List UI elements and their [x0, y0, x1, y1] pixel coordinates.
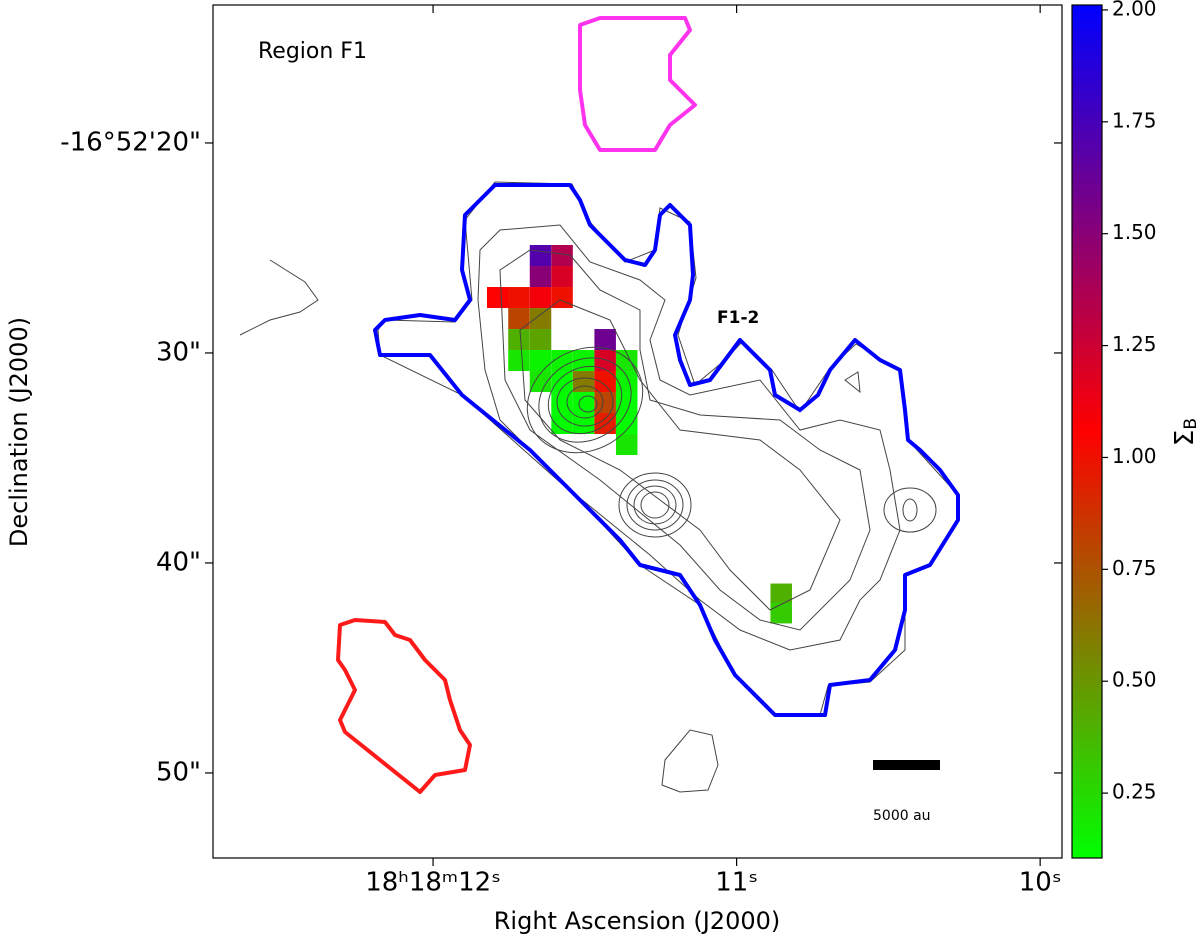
pixel-layer — [486, 245, 792, 624]
pixel — [594, 371, 616, 393]
pixel — [615, 371, 638, 393]
pixel — [572, 392, 595, 414]
colorbar-tick-label: 1.50 — [1112, 220, 1157, 244]
y-tick-label: 40" — [156, 547, 201, 577]
pixel — [615, 392, 638, 414]
pixel — [508, 287, 530, 309]
y-tick-label: -16°52'20" — [60, 127, 201, 157]
plot-frame — [212, 4, 1063, 859]
pixel — [486, 287, 509, 309]
pixel — [572, 350, 595, 372]
pixel — [529, 371, 552, 393]
pixel — [529, 245, 552, 267]
colorbar-tick-label: 0.25 — [1112, 780, 1157, 804]
pixel — [529, 308, 552, 330]
pixel — [551, 413, 573, 435]
pixel — [551, 371, 573, 393]
pixel — [594, 350, 616, 372]
pixel — [770, 602, 792, 624]
pixel — [615, 434, 638, 456]
colorbar-tick-label: 0.75 — [1112, 556, 1157, 580]
x-axis-label: Right Ascension (J2000) — [494, 907, 781, 935]
x-tick-label: 18ʰ18ᵐ12ˢ — [365, 868, 501, 898]
pixel — [572, 371, 595, 393]
y-axis-label: Declination (J2000) — [5, 317, 33, 547]
y-tick-label: 50" — [156, 757, 201, 787]
colorbar-label: ΣB — [1170, 418, 1200, 446]
x-tick-label: 10ˢ — [1019, 868, 1062, 898]
source-label: F1-2 — [717, 308, 759, 328]
scale-bar — [873, 760, 940, 770]
pixel — [594, 329, 616, 351]
colorbar — [1071, 4, 1103, 859]
colorbar-subscript: B — [1181, 418, 1200, 430]
scale-bar-label: 5000 au — [873, 808, 931, 824]
pixel — [551, 350, 573, 372]
colorbar-tick-label: 1.75 — [1112, 108, 1157, 132]
pixel — [615, 350, 638, 372]
pixel — [551, 245, 573, 267]
pixel — [529, 329, 552, 351]
pixel — [508, 350, 530, 372]
region-label: Region F1 — [258, 39, 367, 64]
pixel — [615, 413, 638, 435]
pixel — [508, 329, 530, 351]
pixel — [770, 583, 792, 605]
pixel — [529, 266, 552, 288]
colorbar-tick-label: 0.50 — [1112, 668, 1157, 692]
colorbar-symbol: Σ — [1170, 430, 1200, 446]
pixel — [529, 350, 552, 372]
pixel — [594, 392, 616, 414]
y-tick-label: 30" — [156, 337, 201, 367]
pixel — [551, 266, 573, 288]
pixel — [572, 413, 595, 435]
pixel — [551, 287, 573, 309]
regions — [336, 16, 960, 794]
colorbar-tick-label: 2.00 — [1112, 0, 1157, 20]
colorbar-tick-label: 1.00 — [1112, 444, 1157, 468]
pixel — [508, 308, 530, 330]
x-tick-label: 11ˢ — [715, 868, 758, 898]
colorbar-tick-label: 1.25 — [1112, 332, 1157, 356]
pixel — [529, 287, 552, 309]
